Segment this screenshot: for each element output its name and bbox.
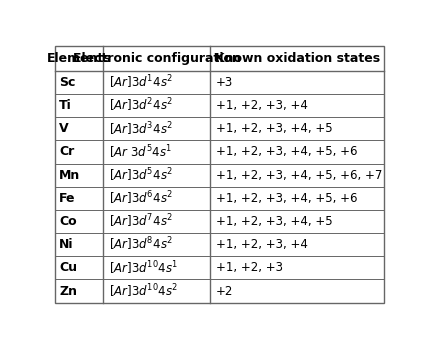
Text: +1, +2, +3: +1, +2, +3	[215, 261, 283, 274]
Text: Ti: Ti	[59, 99, 72, 112]
Text: Ni: Ni	[59, 238, 74, 251]
Text: $[Ar] 3d^{3} 4s^{2}$: $[Ar] 3d^{3} 4s^{2}$	[109, 120, 173, 138]
Text: Elements: Elements	[47, 52, 112, 65]
Text: $[Ar] 3d^{1} 4s^{2}$: $[Ar] 3d^{1} 4s^{2}$	[109, 74, 173, 91]
Text: V: V	[59, 122, 69, 135]
Text: Co: Co	[59, 215, 77, 228]
Text: $[Ar\ 3d^{5} 4s^{1}$: $[Ar\ 3d^{5} 4s^{1}$	[109, 143, 172, 161]
Text: $[Ar] 3d^{10} 4s^{2}$: $[Ar] 3d^{10} 4s^{2}$	[109, 282, 178, 300]
Text: +3: +3	[215, 76, 233, 89]
Text: $[Ar] 3d^{5} 4s^{2}$: $[Ar] 3d^{5} 4s^{2}$	[109, 166, 173, 184]
Text: +1, +2, +3, +4: +1, +2, +3, +4	[215, 99, 308, 112]
Text: Fe: Fe	[59, 192, 76, 205]
Text: +1, +2, +3, +4: +1, +2, +3, +4	[215, 238, 308, 251]
Text: Electronic configuration: Electronic configuration	[73, 52, 241, 65]
Text: $[Ar] 3d^{10} 4s^{1}$: $[Ar] 3d^{10} 4s^{1}$	[109, 259, 178, 276]
Text: Known oxidation states: Known oxidation states	[214, 52, 380, 65]
Text: +1, +2, +3, +4, +5, +6, +7: +1, +2, +3, +4, +5, +6, +7	[215, 169, 382, 182]
Text: Cu: Cu	[59, 261, 77, 274]
Text: +1, +2, +3, +4, +5: +1, +2, +3, +4, +5	[215, 215, 332, 228]
Text: Sc: Sc	[59, 76, 76, 89]
Text: Zn: Zn	[59, 285, 77, 297]
Text: Cr: Cr	[59, 146, 75, 159]
Text: +1, +2, +3, +4, +5: +1, +2, +3, +4, +5	[215, 122, 332, 135]
Text: $[Ar] 3d^{8} 4s^{2}$: $[Ar] 3d^{8} 4s^{2}$	[109, 236, 173, 253]
Text: $[Ar] 3d^{2} 4s^{2}$: $[Ar] 3d^{2} 4s^{2}$	[109, 97, 173, 114]
Text: +2: +2	[215, 285, 233, 297]
Text: $[Ar] 3d^{7} 4s^{2}$: $[Ar] 3d^{7} 4s^{2}$	[109, 213, 173, 230]
Text: +1, +2, +3, +4, +5, +6: +1, +2, +3, +4, +5, +6	[215, 146, 357, 159]
Text: Mn: Mn	[59, 169, 81, 182]
Text: +1, +2, +3, +4, +5, +6: +1, +2, +3, +4, +5, +6	[215, 192, 357, 205]
Text: $[Ar] 3d^{6} 4s^{2}$: $[Ar] 3d^{6} 4s^{2}$	[109, 190, 173, 207]
